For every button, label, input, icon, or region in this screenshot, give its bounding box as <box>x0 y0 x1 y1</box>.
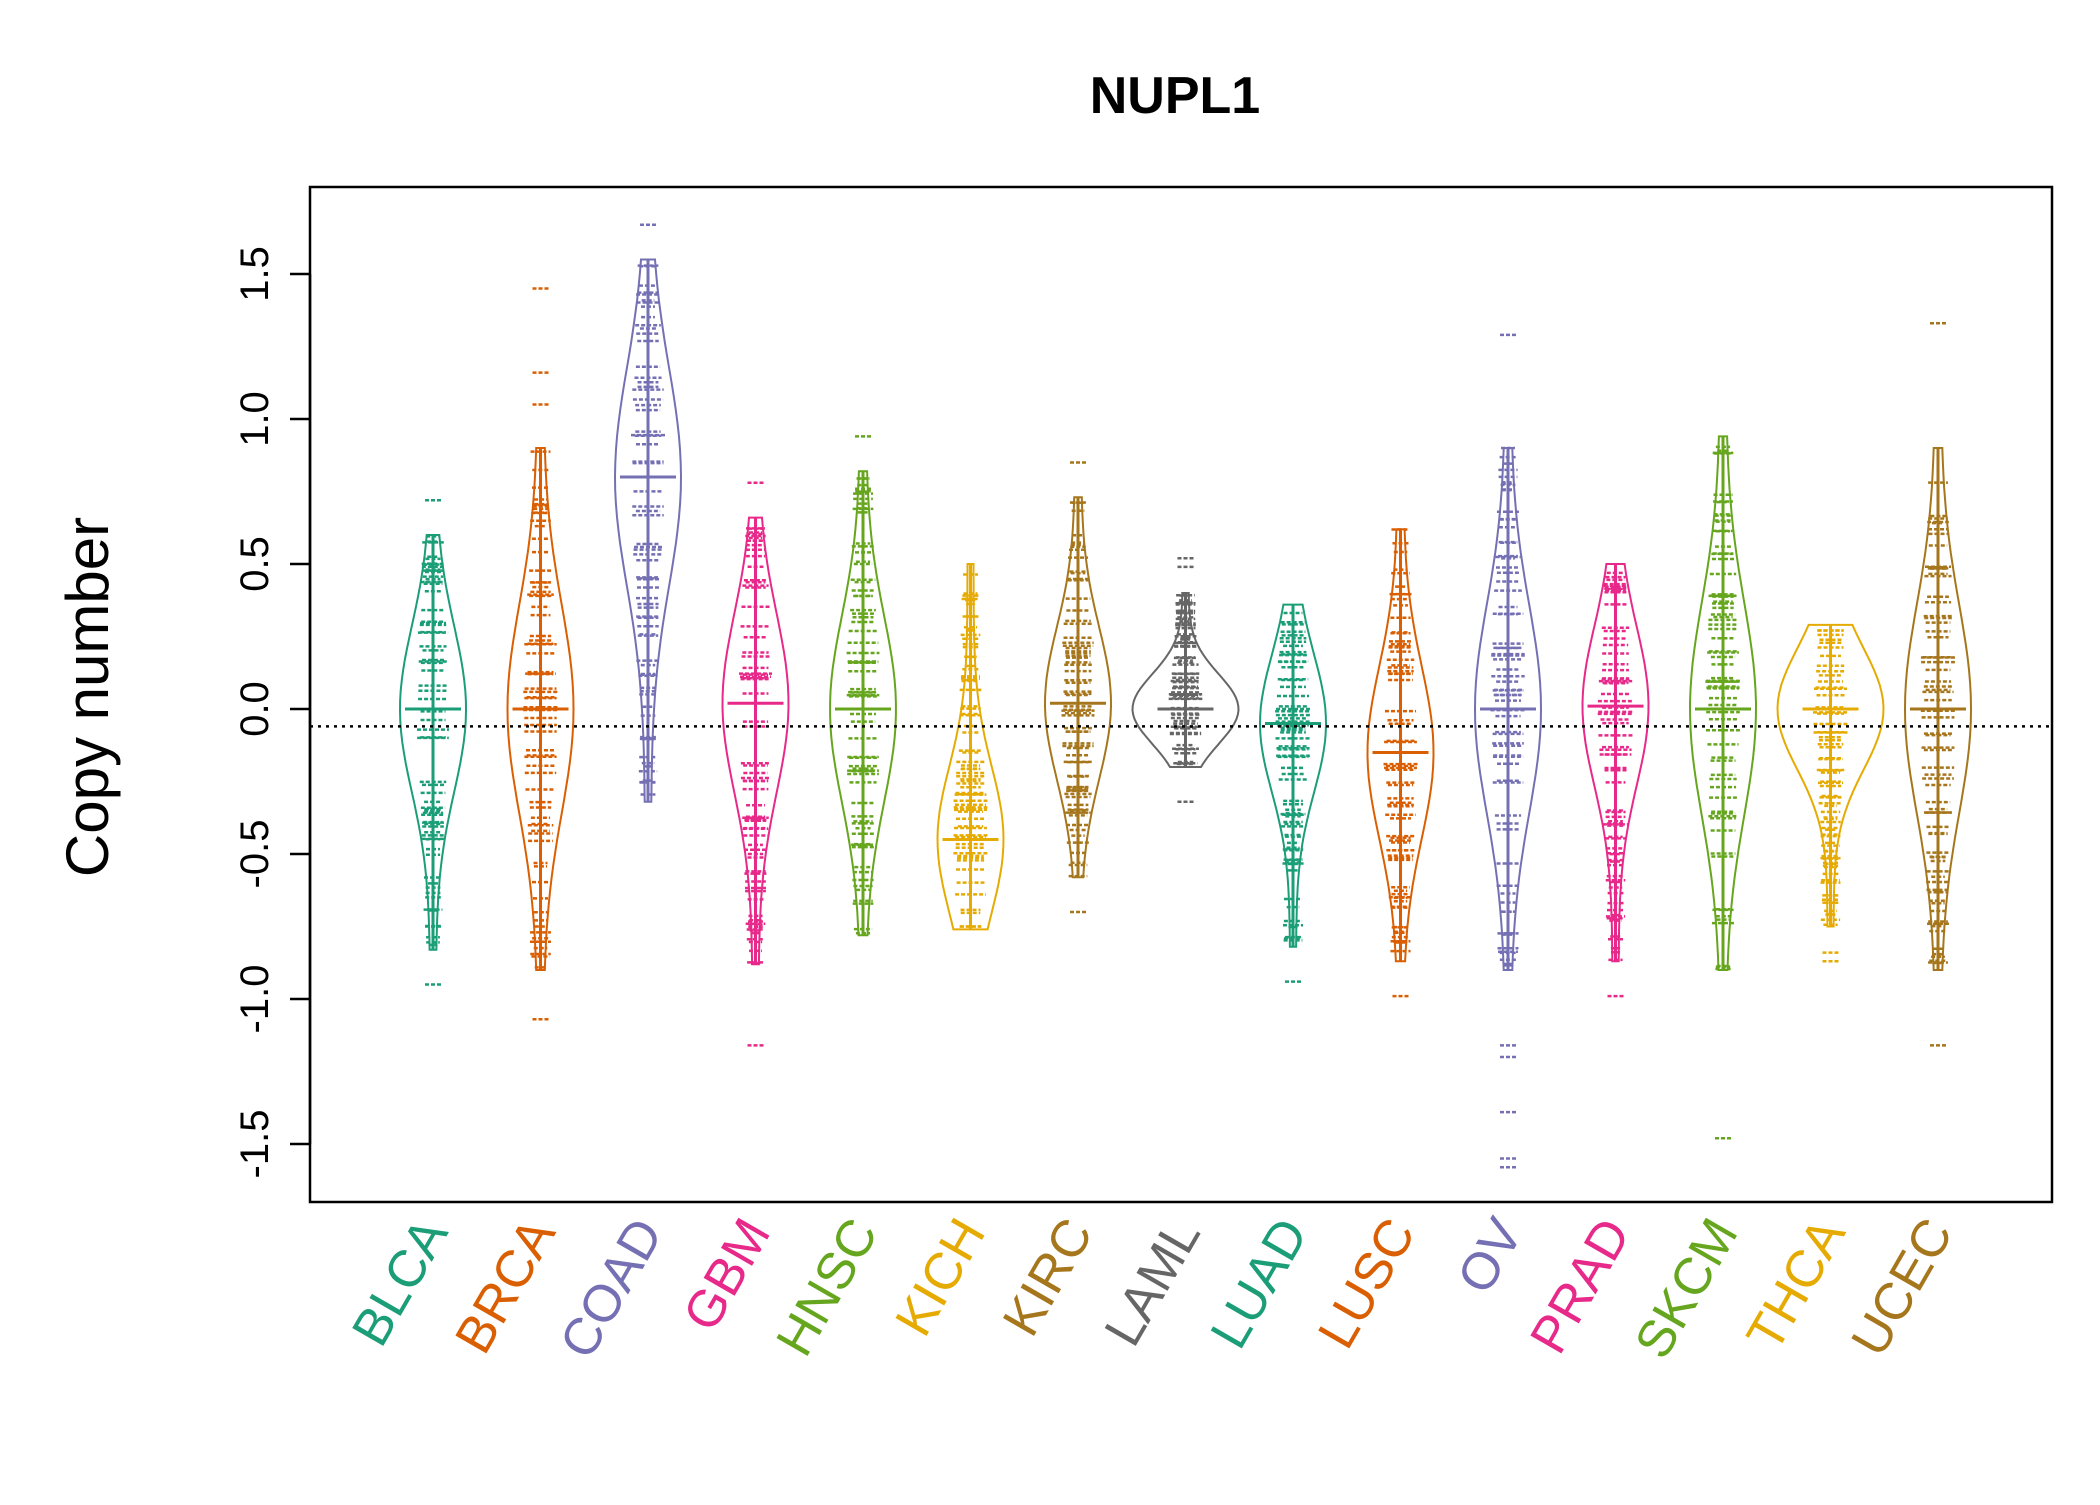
x-tick-label-kich: KICH <box>885 1209 997 1346</box>
x-tick-label-prad: PRAD <box>1519 1209 1641 1363</box>
bean-kirc <box>1043 461 1113 914</box>
bean-ov <box>1473 333 1543 1169</box>
bean-thca <box>1776 623 1885 963</box>
bean-coad <box>613 223 683 803</box>
plot-area <box>308 185 2054 1204</box>
chart-title: NUPL1 <box>1090 67 1260 125</box>
bean-kich <box>936 563 1005 931</box>
y-tick-label: -0.5 <box>233 820 277 889</box>
y-tick-label: 0.5 <box>233 536 277 592</box>
x-tick-label-hnsc: HNSC <box>765 1209 889 1366</box>
bean-prad <box>1581 563 1650 998</box>
x-tick-label-ov: OV <box>1447 1209 1535 1303</box>
x-tick-label-laml: LAML <box>1094 1209 1212 1356</box>
bean-laml <box>1131 556 1240 804</box>
y-axis-label: Copy number <box>54 517 121 877</box>
y-tick-label: -1.0 <box>233 965 277 1034</box>
x-tick-label-lusc: LUSC <box>1307 1209 1427 1358</box>
bean-skcm <box>1688 435 1758 1140</box>
y-tick-label: 0.0 <box>233 681 277 737</box>
y-tick-label: 1.5 <box>233 246 277 302</box>
x-tick-label-skcm: SKCM <box>1624 1209 1749 1368</box>
x-tick-label-thca: THCA <box>1736 1209 1857 1361</box>
y-tick-label: 1.0 <box>233 391 277 447</box>
x-tick-label-gbm: GBM <box>672 1209 781 1341</box>
x-tick-label-coad: COAD <box>549 1209 674 1368</box>
x-tick-label-kirc: KIRC <box>992 1209 1104 1346</box>
bean-brca <box>506 287 575 1021</box>
x-tick-label-luad: LUAD <box>1200 1209 1320 1358</box>
bean-gbm <box>721 481 790 1047</box>
bean-luad <box>1258 603 1328 983</box>
bean-hnsc <box>829 435 897 937</box>
bean-ucec <box>1903 322 1973 1047</box>
bean-lusc <box>1366 528 1435 998</box>
y-axis: -1.5 -1.0 -0.5 0.0 0.5 1.0 1.5 <box>233 246 312 1179</box>
y-tick-label: -1.5 <box>233 1110 277 1179</box>
x-tick-label-ucec: UCEC <box>1840 1209 1964 1366</box>
bean-blca <box>398 498 468 986</box>
x-tick-label-blca: BLCA <box>341 1209 459 1356</box>
